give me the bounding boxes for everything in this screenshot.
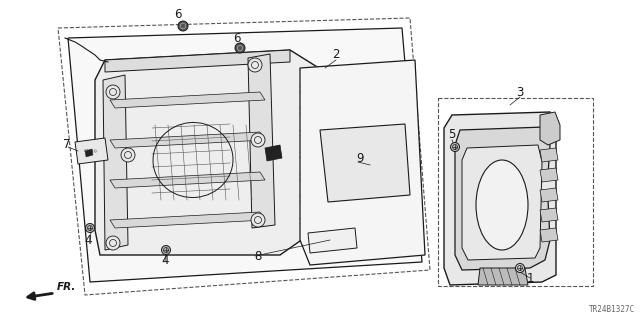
Polygon shape — [110, 212, 265, 228]
Polygon shape — [455, 127, 550, 270]
Polygon shape — [95, 50, 330, 255]
Polygon shape — [444, 112, 556, 285]
Circle shape — [235, 43, 245, 53]
Circle shape — [121, 148, 135, 162]
Text: 9: 9 — [356, 151, 364, 164]
Polygon shape — [540, 168, 558, 182]
Circle shape — [251, 213, 265, 227]
Polygon shape — [478, 268, 528, 285]
Polygon shape — [540, 208, 558, 222]
Circle shape — [248, 58, 262, 72]
Ellipse shape — [476, 160, 528, 250]
Polygon shape — [103, 75, 128, 250]
Polygon shape — [308, 228, 357, 253]
Polygon shape — [110, 172, 265, 188]
Polygon shape — [110, 92, 265, 108]
Polygon shape — [110, 132, 265, 148]
Circle shape — [178, 21, 188, 31]
Text: 6: 6 — [233, 31, 241, 44]
Circle shape — [86, 223, 95, 233]
Circle shape — [515, 263, 525, 273]
Polygon shape — [540, 112, 560, 145]
Text: TR24B1327C: TR24B1327C — [589, 305, 635, 314]
Polygon shape — [540, 148, 558, 162]
Polygon shape — [85, 149, 93, 157]
Text: 1: 1 — [526, 271, 534, 284]
Circle shape — [106, 236, 120, 250]
Text: 67610: 67610 — [84, 149, 98, 153]
Polygon shape — [300, 60, 425, 265]
Text: FR.: FR. — [57, 282, 76, 292]
Text: 4: 4 — [84, 234, 92, 246]
Circle shape — [451, 142, 460, 151]
Text: 5: 5 — [448, 129, 456, 141]
Polygon shape — [540, 228, 558, 242]
Polygon shape — [265, 145, 282, 161]
Polygon shape — [75, 138, 108, 164]
Circle shape — [161, 245, 170, 254]
Text: 8: 8 — [254, 250, 262, 262]
Text: 7: 7 — [63, 139, 71, 151]
Circle shape — [106, 85, 120, 99]
Circle shape — [251, 133, 265, 147]
Polygon shape — [248, 54, 275, 228]
Polygon shape — [320, 124, 410, 202]
Text: 4: 4 — [161, 254, 169, 268]
Polygon shape — [68, 28, 422, 282]
Polygon shape — [462, 145, 542, 260]
Polygon shape — [540, 188, 558, 202]
Text: 6: 6 — [174, 7, 182, 20]
Text: 3: 3 — [516, 86, 524, 100]
Polygon shape — [105, 50, 290, 72]
Text: 2: 2 — [332, 49, 340, 61]
